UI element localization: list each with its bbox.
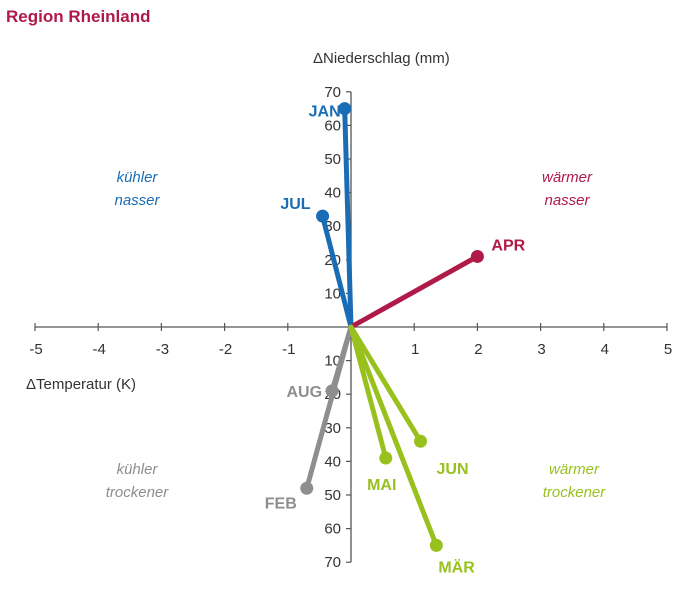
quadrant-label-top-left: kühler — [117, 169, 159, 186]
data-point-jul — [316, 209, 330, 223]
x-tick-label: 1 — [411, 341, 419, 358]
quadrant-label-bottom-right: wärmer — [549, 461, 600, 478]
series-line-mai — [348, 324, 389, 461]
data-point-apr — [470, 249, 484, 263]
x-tick-label: -4 — [93, 341, 106, 358]
quadrant-labels: kühler nasser wärmer nasser kühler trockener w… — [106, 169, 607, 501]
quadrant-label-top-right: nasser — [544, 192, 590, 209]
data-point-jun — [414, 434, 428, 448]
x-tick-label: -2 — [219, 341, 232, 358]
series-line-feb — [304, 324, 354, 491]
quadrant-label-bottom-left: trockener — [106, 484, 170, 501]
y-tick-label: 40 — [324, 453, 341, 470]
quadrant-label-top-right: wärmer — [542, 169, 593, 186]
data-label-feb: FEB — [265, 495, 297, 512]
quadrant-label-bottom-right: trockener — [543, 484, 607, 501]
y-tick-label: 50 — [324, 151, 341, 168]
series-line-jan — [342, 106, 354, 330]
x-tick-label: -1 — [282, 341, 295, 358]
data-label-mai: MAI — [367, 477, 396, 494]
axes: -5-4-3-2-1123451020304050607010203040506… — [26, 50, 672, 571]
series: JAN JUL APR AUG FEB JUN MAI MÄR — [265, 102, 526, 576]
y-tick-label: 70 — [324, 84, 341, 101]
data-point-jan — [338, 102, 352, 116]
x-tick-label: 4 — [601, 341, 609, 358]
data-point-mai — [379, 451, 393, 465]
data-label-apr: APR — [491, 237, 525, 254]
data-label-jan: JAN — [309, 104, 341, 121]
data-label-jun: JUN — [437, 461, 469, 478]
y-tick-label: 10 — [324, 353, 341, 370]
y-tick-label: 60 — [324, 117, 341, 134]
y-tick-label: 10 — [324, 285, 341, 302]
x-tick-label: -3 — [156, 341, 169, 358]
y-tick-label: 60 — [324, 521, 341, 538]
series-line-apr — [348, 253, 480, 330]
series-line-mär — [348, 324, 439, 548]
x-axis-title: ΔTemperatur (K) — [26, 376, 136, 393]
x-tick-label: -5 — [29, 341, 42, 358]
data-point-feb — [300, 481, 314, 495]
x-tick-label: 2 — [474, 341, 482, 358]
data-label-aug: AUG — [286, 384, 322, 401]
y-tick-label: 30 — [324, 420, 341, 437]
chart-title: Region Rheinland — [6, 7, 151, 26]
data-point-mär — [429, 538, 443, 552]
y-tick-label: 70 — [324, 554, 341, 571]
data-label-jul: JUL — [280, 196, 310, 213]
y-tick-label: 50 — [324, 487, 341, 504]
x-tick-label: 5 — [664, 341, 672, 358]
y-tick-label: 40 — [324, 185, 341, 202]
y-axis-title: ΔNiederschlag (mm) — [313, 50, 450, 67]
quadrant-label-bottom-left: kühler — [117, 461, 159, 478]
series-line-jun — [348, 324, 424, 444]
series-line-jul — [320, 213, 354, 330]
quadrant-label-top-left: nasser — [114, 192, 160, 209]
data-label-mär: MÄR — [438, 558, 475, 576]
x-tick-label: 3 — [537, 341, 545, 358]
